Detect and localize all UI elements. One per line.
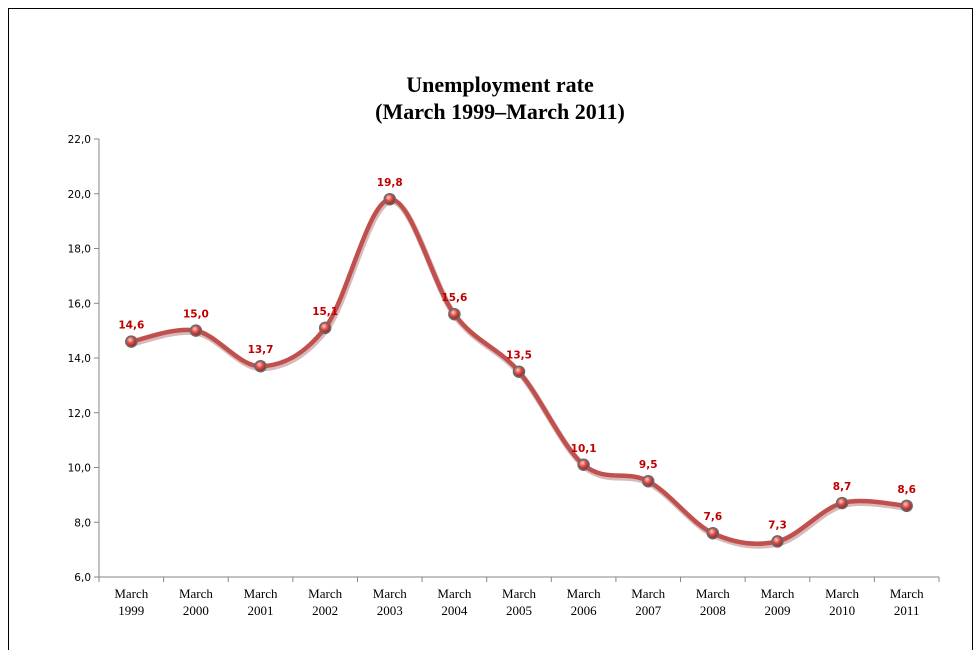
x-tick-label-year: 2000: [183, 603, 209, 618]
x-tick-label-year: 2002: [312, 603, 338, 618]
x-tick-label-year: 2004: [441, 603, 468, 618]
x-tick-label-month: March: [890, 586, 924, 601]
data-point: [706, 526, 720, 540]
chart-subtitle: (March 1999–March 2011): [375, 99, 625, 124]
x-tick-label-month: March: [244, 586, 278, 601]
y-tick-label: 12,0: [68, 408, 91, 420]
data-point: [318, 321, 332, 335]
data-label: 19,8: [377, 177, 403, 189]
y-tick-label: 8,0: [74, 517, 91, 529]
data-point: [125, 335, 138, 348]
unemployment-line-chart: Unemployment rate (March 1999–March 2011…: [68, 72, 940, 618]
data-point: [771, 535, 784, 548]
x-tick-label-month: March: [373, 586, 407, 601]
data-point: [254, 359, 267, 373]
x-tick-label-month: March: [114, 586, 148, 601]
x-tick-label-year: 1999: [118, 603, 144, 618]
y-tick-label: 22,0: [68, 134, 91, 146]
data-labels: 14,6 15,0 13,7 15,1 19,8 15,6 13,5 10,1 9,5 7,6 7,…: [118, 177, 916, 531]
data-label: 10,1: [571, 443, 597, 455]
data-point: [835, 496, 849, 510]
axes: 6,0 8,0 10,0 12,0 14,0 16,0 18,0 20,0 22,0 March 1…: [68, 134, 940, 618]
data-label: 13,5: [506, 350, 532, 362]
x-tick-label-month: March: [179, 586, 213, 601]
x-tick-label-year: 2010: [829, 603, 855, 618]
data-label: 7,3: [768, 519, 787, 531]
x-tick-label-month: March: [696, 586, 730, 601]
data-label: 8,7: [833, 481, 852, 493]
chart-frame: Unemployment rate (March 1999–March 2011…: [8, 8, 973, 650]
data-point: [900, 499, 913, 513]
x-tick-label-year: 2006: [571, 603, 598, 618]
chart-title: Unemployment rate: [406, 72, 594, 97]
y-tick-label: 6,0: [74, 572, 91, 584]
data-label: 13,7: [248, 344, 274, 356]
data-label: 8,6: [897, 484, 916, 496]
data-label: 15,0: [183, 309, 209, 321]
data-point: [448, 307, 461, 321]
data-label: 15,1: [312, 306, 338, 318]
data-label: 14,6: [118, 320, 144, 332]
data-point: [512, 365, 526, 378]
x-tick-label-month: March: [825, 586, 859, 601]
x-tick-label-month: March: [502, 586, 536, 601]
y-tick-label: 14,0: [68, 353, 91, 365]
y-tick-label: 10,0: [68, 463, 91, 475]
x-tick-label-month: March: [760, 586, 794, 601]
data-point: [641, 474, 655, 488]
data-point: [383, 192, 397, 206]
x-tick-label-month: March: [631, 586, 665, 601]
data-label: 7,6: [704, 511, 723, 523]
y-tick-label: 18,0: [68, 244, 91, 256]
x-tick-label-year: 2005: [506, 603, 532, 618]
x-tick-label-month: March: [308, 586, 342, 601]
data-label: 15,6: [441, 292, 467, 304]
x-tick-label-year: 2003: [377, 603, 403, 618]
series-markers: [125, 192, 913, 548]
y-tick-label: 20,0: [68, 189, 91, 201]
x-tick-label-year: 2007: [635, 603, 662, 618]
y-tick-label: 16,0: [68, 298, 91, 310]
x-tick-label-year: 2011: [894, 603, 920, 618]
data-point: [577, 458, 590, 472]
x-tick-label-month: March: [567, 586, 601, 601]
x-tick-label-year: 2009: [764, 603, 790, 618]
x-tick-label-year: 2008: [700, 603, 726, 618]
x-tick-label-month: March: [437, 586, 471, 601]
data-point: [189, 324, 203, 337]
data-label: 9,5: [639, 459, 658, 471]
x-tick-label-year: 2001: [248, 603, 274, 618]
